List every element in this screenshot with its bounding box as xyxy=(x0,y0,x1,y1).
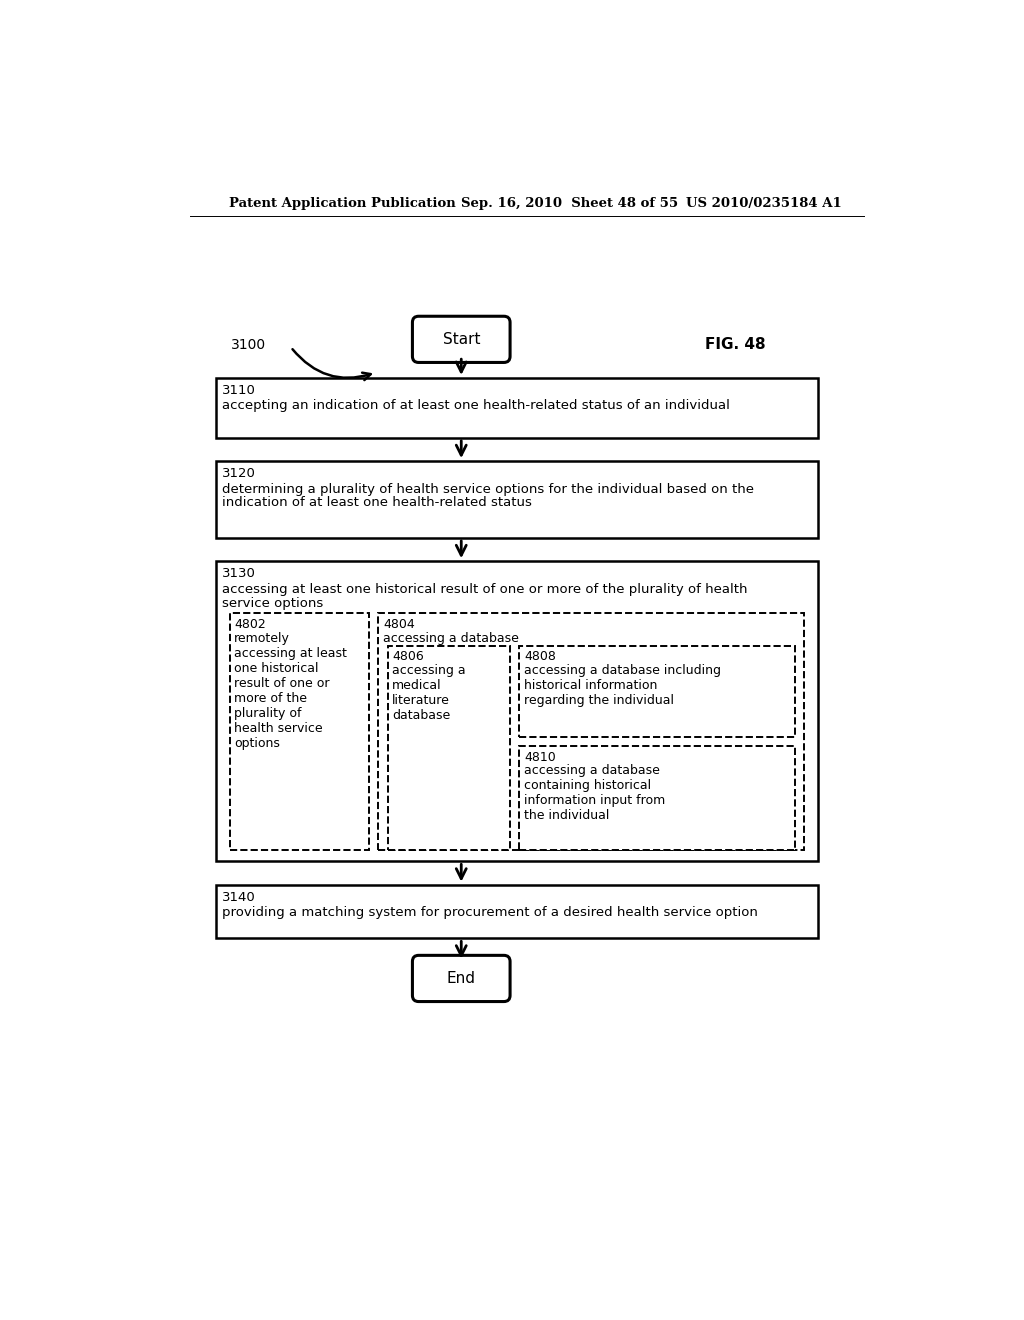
Bar xyxy=(378,614,804,850)
Text: 4806: 4806 xyxy=(392,651,424,664)
Text: 4802: 4802 xyxy=(234,618,266,631)
Text: Start: Start xyxy=(442,331,480,347)
Bar xyxy=(216,884,818,939)
Text: remotely
accessing at least
one historical
result of one or
more of the
pluralit: remotely accessing at least one historic… xyxy=(234,632,347,750)
Text: accepting an indication of at least one health-related status of an individual: accepting an indication of at least one … xyxy=(222,400,730,412)
Bar xyxy=(229,614,369,850)
Text: Sep. 16, 2010  Sheet 48 of 55: Sep. 16, 2010 Sheet 48 of 55 xyxy=(461,197,678,210)
FancyBboxPatch shape xyxy=(413,956,510,1002)
Bar xyxy=(388,645,510,850)
Bar xyxy=(519,645,795,737)
Text: indication of at least one health-related status: indication of at least one health-relate… xyxy=(222,496,531,510)
Text: accessing a database
containing historical
information input from
the individual: accessing a database containing historic… xyxy=(524,764,666,822)
Text: service options: service options xyxy=(222,597,323,610)
Text: determining a plurality of health service options for the individual based on th: determining a plurality of health servic… xyxy=(222,483,754,495)
Text: Patent Application Publication: Patent Application Publication xyxy=(228,197,456,210)
FancyBboxPatch shape xyxy=(413,317,510,363)
Text: providing a matching system for procurement of a desired health service option: providing a matching system for procurem… xyxy=(222,906,758,919)
Text: 4810: 4810 xyxy=(524,751,556,763)
Text: US 2010/0235184 A1: US 2010/0235184 A1 xyxy=(686,197,842,210)
Text: accessing at least one historical result of one or more of the plurality of heal: accessing at least one historical result… xyxy=(222,582,748,595)
Text: 4804: 4804 xyxy=(383,618,415,631)
Text: 3140: 3140 xyxy=(222,891,256,904)
Bar xyxy=(216,461,818,539)
Text: 3100: 3100 xyxy=(231,338,266,351)
Text: accessing a database: accessing a database xyxy=(383,632,519,645)
Text: FIG. 48: FIG. 48 xyxy=(706,337,766,352)
Bar xyxy=(519,746,795,850)
Text: accessing a
medical
literature
database: accessing a medical literature database xyxy=(392,664,466,722)
Text: 4808: 4808 xyxy=(524,651,556,664)
Text: 3120: 3120 xyxy=(222,467,256,480)
Bar xyxy=(216,561,818,862)
Text: 3110: 3110 xyxy=(222,384,256,397)
Bar xyxy=(216,378,818,438)
Text: 3130: 3130 xyxy=(222,568,256,581)
Text: End: End xyxy=(446,972,476,986)
Text: accessing a database including
historical information
regarding the individual: accessing a database including historica… xyxy=(524,664,721,708)
